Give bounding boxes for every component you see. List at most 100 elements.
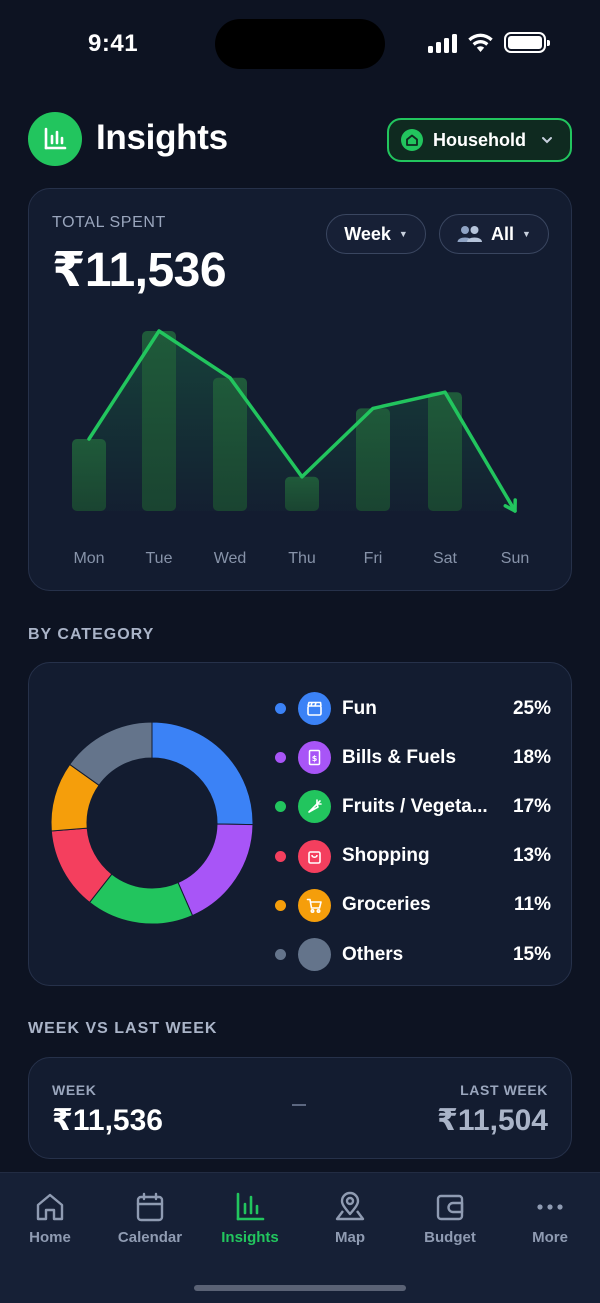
app-header: Insights Household [28, 110, 572, 168]
others-icon [298, 938, 331, 972]
day-label: Wed [214, 550, 247, 567]
category-item-fun[interactable]: Fun 25% [275, 684, 551, 733]
category-percent: 25% [512, 697, 551, 719]
member-filter-label: All [491, 223, 515, 244]
chart-arrow-head [503, 498, 517, 513]
category-item-fruits-vegetables[interactable]: Fruits / Vegeta... 17% [275, 782, 551, 831]
category-name: Fruits / Vegeta... [342, 795, 488, 817]
tab-bar: Home Calendar Insights Map Budget More [0, 1172, 600, 1303]
caret-down-icon: ▼ [398, 229, 408, 239]
home-icon [36, 1193, 64, 1221]
category-card: Fun 25% $ Bills & Fuels 18% Fruits / Veg… [28, 662, 572, 986]
total-spent-label: TOTAL SPENT [52, 214, 166, 231]
chart-bar-fri[interactable] [356, 408, 390, 511]
tab-label: Home [29, 1229, 71, 1246]
tab-home[interactable]: Home [5, 1191, 95, 1246]
day-label: Tue [146, 550, 173, 567]
category-name: Bills & Fuels [342, 746, 457, 768]
chart-area-fill [89, 331, 515, 511]
category-name: Others [342, 943, 404, 965]
legend-dot [275, 949, 286, 961]
category-item-others[interactable]: Others 15% [275, 930, 551, 979]
day-label: Sat [433, 550, 458, 567]
legend-dot [275, 850, 286, 862]
comparison-section-title: WEEK VS LAST WEEK [28, 1020, 218, 1037]
category-percent: 11% [514, 894, 551, 916]
shopping-bag-icon [298, 839, 331, 873]
dynamic-island [215, 19, 385, 69]
tab-label: Map [335, 1229, 365, 1246]
bill-icon: $ [298, 741, 331, 775]
category-name: Shopping [342, 845, 430, 867]
insights-logo-icon [28, 112, 82, 166]
tab-label: Budget [424, 1229, 476, 1246]
map-pin-icon [335, 1191, 365, 1221]
day-label: Mon [73, 550, 104, 567]
clapperboard-icon [298, 692, 331, 726]
chart-bar-tue[interactable] [142, 331, 176, 511]
tab-budget[interactable]: Budget [405, 1191, 495, 1246]
chart-bar-sat[interactable] [428, 392, 462, 511]
period-filter-label: Week [344, 223, 391, 244]
page-title: Insights [96, 118, 228, 157]
bar-chart-icon [236, 1192, 265, 1221]
home-indicator [194, 1285, 406, 1291]
caret-down-icon: ▼ [522, 229, 531, 239]
svg-text:$: $ [312, 754, 318, 763]
donut-slice-bills-fuels[interactable] [177, 823, 254, 917]
carrot-icon [298, 790, 331, 824]
category-name: Groceries [342, 894, 431, 916]
day-label: Thu [288, 550, 316, 567]
last-week-value: ₹11,504 [437, 1104, 548, 1137]
legend-dot [275, 752, 286, 764]
category-item-bills-fuels[interactable]: $ Bills & Fuels 18% [275, 733, 551, 782]
tab-label: Calendar [117, 1229, 183, 1246]
cart-icon [298, 888, 331, 922]
legend-dot [275, 801, 286, 813]
current-week-value: ₹11,536 [52, 1104, 163, 1137]
battery-icon [504, 32, 550, 53]
chevron-down-icon [542, 137, 552, 144]
category-percent: 15% [512, 943, 551, 965]
chart-bar-mon[interactable] [72, 439, 106, 511]
category-list: Fun 25% $ Bills & Fuels 18% Fruits / Veg… [275, 684, 551, 979]
home-small-icon [401, 129, 423, 151]
status-bar: 9:41 [0, 0, 600, 88]
current-week-label: WEEK [52, 1082, 97, 1098]
household-selector-button[interactable]: Household [387, 118, 572, 162]
tab-label: Insights [221, 1229, 279, 1246]
period-filter-button[interactable]: Week ▼ [326, 214, 426, 254]
category-item-shopping[interactable]: Shopping 13% [275, 832, 551, 881]
tab-label: More [532, 1229, 568, 1246]
member-filter-button[interactable]: All ▼ [439, 214, 549, 254]
tab-insights[interactable]: Insights [205, 1191, 295, 1246]
tab-more[interactable]: More [505, 1191, 595, 1246]
comparison-divider [292, 1104, 306, 1106]
wifi-icon [468, 33, 493, 52]
wallet-icon [436, 1194, 464, 1221]
more-icon [537, 1204, 563, 1210]
category-name: Fun [342, 697, 377, 719]
status-icons [428, 32, 550, 53]
legend-dot [275, 703, 286, 715]
calendar-icon [136, 1192, 164, 1222]
day-label: Sun [501, 550, 529, 567]
donut-slice-others[interactable] [69, 721, 153, 786]
tab-calendar[interactable]: Calendar [105, 1191, 195, 1246]
total-spent-card: Mon Tue Wed Thu Fri Sat Sun TOTAL SPENT ₹11,53… [28, 188, 572, 591]
tab-map[interactable]: Map [305, 1191, 395, 1246]
last-week-label: LAST WEEK [460, 1082, 548, 1098]
comparison-card: WEEK ₹11,536 LAST WEEK ₹11,504 [28, 1057, 572, 1159]
legend-dot [275, 899, 286, 911]
status-time: 9:41 [88, 30, 139, 57]
category-item-groceries[interactable]: Groceries 11% [275, 881, 551, 930]
chart-bar-wed[interactable] [213, 377, 247, 511]
chart-bar-thu[interactable] [285, 476, 319, 511]
total-spent-value: ₹11,536 [52, 244, 227, 297]
chart-trend-line [87, 329, 517, 513]
day-label: Fri [364, 550, 383, 567]
donut-slice-fun[interactable] [151, 721, 254, 826]
household-label: Household [433, 129, 526, 150]
people-icon [457, 226, 483, 242]
category-percent: 17% [512, 795, 551, 817]
